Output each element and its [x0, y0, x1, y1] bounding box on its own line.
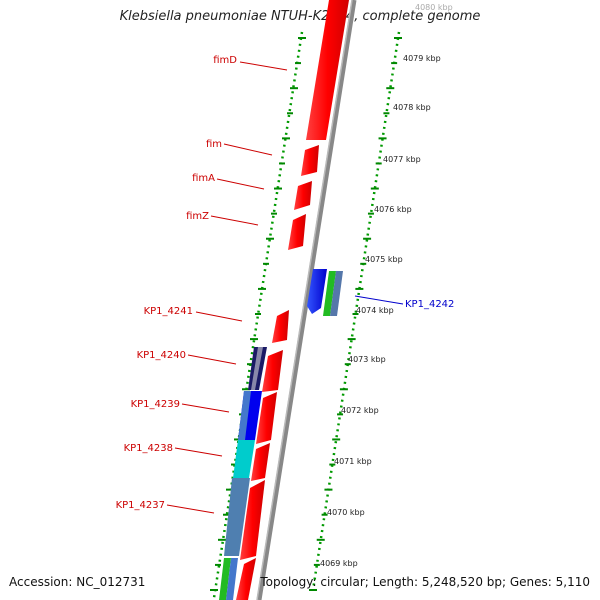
gene-label: fimA — [192, 173, 215, 184]
leader-line — [166, 504, 215, 514]
right-label-KP1_4242: KP1_4242 — [354, 295, 454, 310]
leader-line — [187, 354, 237, 365]
gene-label: fimD — [213, 55, 237, 66]
leader-line — [216, 178, 265, 190]
left-label-fimA: fimA — [192, 173, 265, 190]
gene-label: KP1_4239 — [131, 399, 180, 410]
ruler-label: 4070 kbp — [327, 508, 365, 517]
feature-KP1_4242-green — [323, 271, 336, 316]
gene-KP1_4238-red — [251, 443, 270, 481]
left-label-KP1_4240: KP1_4240 — [137, 350, 237, 365]
ruler-label: 4071 kbp — [334, 457, 372, 466]
page-title: Klebsiella pneumoniae NTUH-K2044, comple… — [119, 9, 481, 24]
ruler-labels: 4080 kbp 4079 kbp 4078 kbp 4077 kbp 4076… — [320, 3, 453, 568]
ruler-label: 4072 kbp — [341, 406, 379, 415]
accession-text: Accession: NC_012731 — [9, 575, 146, 589]
gene-KP1_4240-red — [262, 350, 283, 392]
left-label-fimD: fimD — [213, 55, 288, 71]
left-label-fimZ: fimZ — [186, 211, 259, 226]
gene-label: KP1_4238 — [124, 443, 173, 454]
feature-KP1_4239-steel — [238, 391, 251, 440]
gene-label: KP1_4240 — [137, 350, 186, 361]
leader-line — [195, 311, 243, 322]
ruler-label: 4080 kbp — [415, 3, 453, 12]
gene-KP1_4241 — [272, 310, 289, 343]
gene-label: fimZ — [186, 211, 209, 222]
ruler-label: 4077 kbp — [383, 155, 421, 164]
ruler-label: 4074 kbp — [356, 306, 394, 315]
ruler-label: 4076 kbp — [374, 205, 412, 214]
gene-label: KP1_4237 — [116, 500, 165, 511]
gene-bottom-red — [236, 558, 256, 600]
gene-label: fim — [206, 139, 222, 150]
gene-fim — [301, 145, 319, 176]
genome-backbone-highlight — [256, 0, 353, 600]
leader-line — [239, 61, 288, 71]
ruler-right-ticks — [309, 37, 402, 591]
feature-KP1_4237-steel — [224, 478, 250, 556]
gene-KP1_4239-red — [256, 392, 277, 444]
leader-line — [210, 215, 259, 226]
leader-line — [181, 403, 230, 413]
feature-bottom-green — [219, 558, 231, 600]
gene-fimZ — [288, 214, 306, 250]
left-label-fim: fim — [206, 139, 273, 156]
gene-label: KP1_4242 — [405, 299, 454, 310]
genome-summary-text: Topology: circular; Length: 5,248,520 bp… — [260, 575, 590, 589]
leader-line — [174, 447, 223, 457]
left-label-KP1_4237: KP1_4237 — [116, 500, 215, 514]
gene-fimA — [294, 181, 312, 210]
feature-KP1_4240-gray — [251, 347, 263, 390]
gene-label: KP1_4241 — [144, 306, 193, 317]
feature-KP1_4238-cyan — [233, 440, 255, 478]
left-label-KP1_4238: KP1_4238 — [124, 443, 223, 457]
ruler-right-line — [311, 31, 401, 591]
feature-bottom-steel — [226, 558, 238, 600]
genome-backbone — [256, 0, 357, 600]
left-label-KP1_4241: KP1_4241 — [144, 306, 243, 322]
feature-KP1_4242-steel — [330, 271, 343, 316]
ruler-label: 4073 kbp — [348, 355, 386, 364]
ruler-label: 4079 kbp — [403, 54, 441, 63]
gene-KP1_4242 — [307, 269, 327, 314]
leader-line — [354, 295, 404, 305]
ruler-label: 4075 kbp — [365, 255, 403, 264]
gene-KP1_4237-red — [240, 480, 265, 560]
ruler-label: 4069 kbp — [320, 559, 358, 568]
leader-line — [223, 143, 273, 156]
left-label-KP1_4239: KP1_4239 — [131, 399, 230, 413]
ruler-label: 4078 kbp — [393, 103, 431, 112]
gene-fimD — [306, 0, 349, 140]
